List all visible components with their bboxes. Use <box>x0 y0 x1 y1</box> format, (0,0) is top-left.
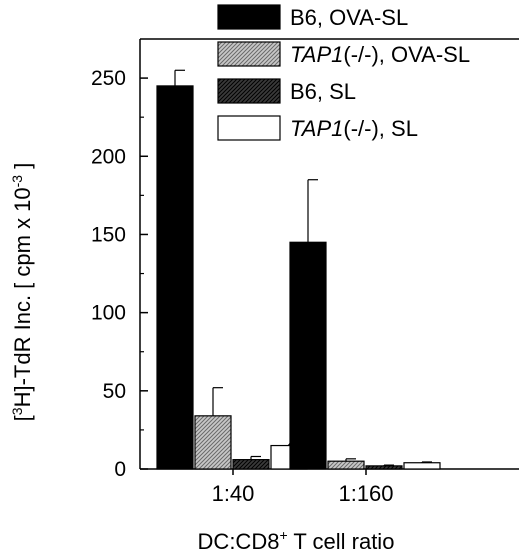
bar-1-160-series-3 <box>365 465 403 470</box>
legend-label-1: B6, OVA-SL <box>290 5 408 30</box>
category-label: 1:160 <box>338 481 393 506</box>
bar-1-160-series-2 <box>327 460 365 470</box>
y-axis-title: [3H]-TdR Inc. [ cpm x 10-3 ] <box>9 163 35 422</box>
y-tick-label-150: 150 <box>91 223 126 246</box>
bars <box>156 69 441 470</box>
x-axis-title: DC:CD8+ T cell ratio <box>198 527 395 554</box>
legend-swatch-4 <box>217 115 281 141</box>
bar-1-40-series-3 <box>232 459 270 470</box>
bar-1-160-series-4 <box>403 462 441 470</box>
bar-1-40-series-1 <box>156 85 194 470</box>
tick-labels: 0 50 100 150 200 250 1:40 1:160 <box>91 67 394 506</box>
category-label: 1:40 <box>212 481 255 506</box>
bar-1-40-series-2 <box>194 415 232 470</box>
legend: B6, OVA-SL TAP1(-/-), OVA-SL B6, SL TAP1(-/… <box>217 4 470 141</box>
legend-swatch-3 <box>217 78 281 104</box>
legend-swatch-1 <box>217 4 281 30</box>
legend-label-4: TAP1(-/-), SL <box>290 116 418 141</box>
legend-label-3: B6, SL <box>290 79 356 104</box>
legend-label-2: TAP1(-/-), OVA-SL <box>290 42 470 67</box>
legend-swatch-2 <box>217 41 281 67</box>
y-tick-label-100: 100 <box>91 302 126 325</box>
y-tick-label-200: 200 <box>91 145 126 168</box>
y-tick-label-250: 250 <box>91 67 126 90</box>
y-tick-label-50: 50 <box>103 380 126 403</box>
bar-1-160-series-1 <box>289 241 327 470</box>
axes <box>139 38 519 475</box>
y-tick-label-0: 0 <box>114 458 126 481</box>
